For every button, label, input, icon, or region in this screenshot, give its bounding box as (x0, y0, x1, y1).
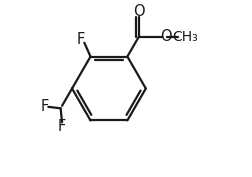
Text: CH₃: CH₃ (172, 30, 197, 44)
Text: F: F (58, 119, 66, 134)
Text: O: O (133, 4, 144, 19)
Text: F: F (76, 32, 85, 47)
Text: F: F (41, 99, 49, 114)
Text: O: O (159, 29, 171, 44)
